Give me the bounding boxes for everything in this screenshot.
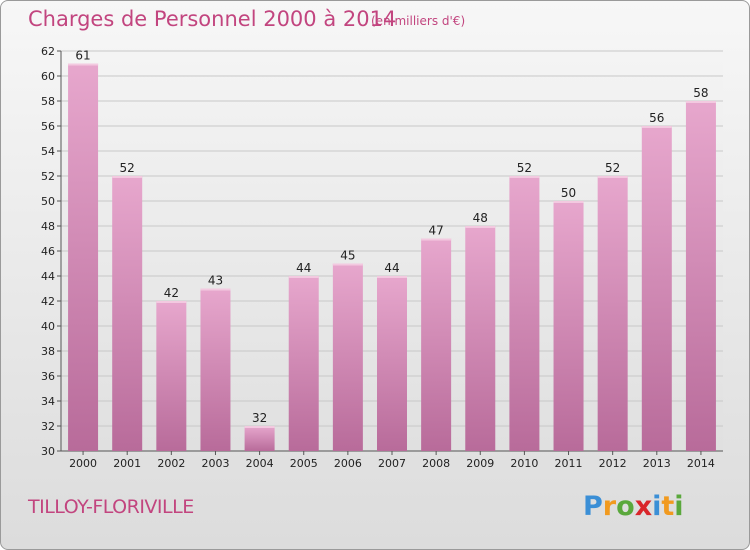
x-tick-label: 2009 xyxy=(466,457,494,470)
x-tick-label: 2006 xyxy=(334,457,362,470)
bar-top-highlight xyxy=(509,176,540,178)
bar-2011 xyxy=(553,201,584,451)
bar-top-highlight xyxy=(641,126,672,128)
x-tick-label: 2000 xyxy=(69,457,97,470)
y-tick-label: 62 xyxy=(41,45,55,58)
bar-2013 xyxy=(641,126,672,451)
bar-value-label: 32 xyxy=(252,411,267,425)
bar-2012 xyxy=(597,176,628,451)
logo-letter: r xyxy=(602,491,617,522)
y-tick-label: 34 xyxy=(41,395,55,408)
logo-letter: i xyxy=(674,491,684,522)
x-tick-label: 2004 xyxy=(246,457,274,470)
bar-value-label: 48 xyxy=(473,211,488,225)
bar-2009 xyxy=(465,226,496,451)
bar-value-label: 61 xyxy=(75,49,90,63)
bar-2004 xyxy=(244,426,275,451)
logo-letter: x xyxy=(634,491,653,522)
bar-top-highlight xyxy=(685,101,716,103)
bar-value-label: 50 xyxy=(561,186,576,200)
x-axis-ticks: 2000 2001 2002 2003 2004 2005 2006 2007 2008 2009… xyxy=(69,451,715,470)
bar-top-highlight xyxy=(288,276,319,278)
bar-value-label: 44 xyxy=(384,261,399,275)
bar-value-label: 56 xyxy=(649,111,664,125)
x-tick-label: 2001 xyxy=(113,457,141,470)
bar-2010 xyxy=(509,176,540,451)
logo-letter: t xyxy=(661,491,675,522)
bar-2008 xyxy=(421,238,452,451)
x-tick-label: 2007 xyxy=(378,457,406,470)
x-tick-label: 2014 xyxy=(687,457,715,470)
bar-2002 xyxy=(156,301,187,451)
commune-name: TILLOY-FLORIVILLE xyxy=(28,496,194,518)
y-tick-label: 38 xyxy=(41,345,55,358)
y-tick-label: 50 xyxy=(41,195,55,208)
bar-value-label: 52 xyxy=(120,161,135,175)
bars: 61 52 42 43 32 44 45 44 47 48 52 50 52 56 58 xyxy=(68,49,716,451)
y-tick-label: 32 xyxy=(41,420,55,433)
x-tick-label: 2013 xyxy=(643,457,671,470)
bar-value-label: 52 xyxy=(605,161,620,175)
y-tick-label: 52 xyxy=(41,170,55,183)
bar-top-highlight xyxy=(156,301,187,303)
bar-value-label: 43 xyxy=(208,274,223,288)
bar-value-label: 52 xyxy=(517,161,532,175)
x-tick-label: 2002 xyxy=(157,457,185,470)
chart-title: Charges de Personnel 2000 à 2014 xyxy=(28,7,397,31)
bar-2001 xyxy=(112,176,143,451)
bar-top-highlight xyxy=(553,201,584,203)
bar-top-highlight xyxy=(377,276,407,278)
y-tick-label: 56 xyxy=(41,120,55,133)
x-tick-label: 2011 xyxy=(555,457,583,470)
y-tick-label: 40 xyxy=(41,320,55,333)
bar-2003 xyxy=(200,288,231,451)
y-tick-label: 36 xyxy=(41,370,55,383)
bar-top-highlight xyxy=(112,176,143,178)
bar-2007 xyxy=(377,276,407,451)
x-tick-label: 2012 xyxy=(599,457,627,470)
y-tick-label: 44 xyxy=(41,270,55,283)
x-tick-label: 2005 xyxy=(290,457,318,470)
bar-2000 xyxy=(68,63,99,451)
y-tick-label: 42 xyxy=(41,295,55,308)
bar-2014 xyxy=(685,101,716,451)
y-tick-label: 48 xyxy=(41,220,55,233)
bar-value-label: 44 xyxy=(296,261,311,275)
bar-value-label: 47 xyxy=(428,224,443,238)
logo-letter: P xyxy=(583,491,603,522)
bar-value-label: 42 xyxy=(164,286,179,300)
logo-letter: i xyxy=(652,491,662,522)
bar-top-highlight xyxy=(597,176,628,178)
y-axis-ticks: 30 32 34 36 38 40 42 44 46 48 50 52 54 56 58 60 62 xyxy=(41,45,55,458)
bar-value-label: 58 xyxy=(693,86,708,100)
bar-top-highlight xyxy=(244,426,275,428)
y-tick-label: 30 xyxy=(41,445,55,458)
y-tick-label: 46 xyxy=(41,245,55,258)
bar-top-highlight xyxy=(421,238,452,241)
y-tick-label: 58 xyxy=(41,95,55,108)
y-tick-label: 60 xyxy=(41,70,55,83)
y-tick-label: 54 xyxy=(41,145,55,158)
bar-value-label: 45 xyxy=(340,249,355,263)
bar-top-highlight xyxy=(68,63,99,66)
bar-top-highlight xyxy=(200,288,231,291)
x-tick-label: 2008 xyxy=(422,457,450,470)
bar-2005 xyxy=(288,276,319,451)
bar-top-highlight xyxy=(332,263,363,266)
x-tick-label: 2003 xyxy=(201,457,229,470)
bar-2006 xyxy=(332,263,363,451)
x-tick-label: 2010 xyxy=(510,457,538,470)
chart-subtitle: (en milliers d'€) xyxy=(371,14,466,28)
bar-top-highlight xyxy=(465,226,496,228)
proxiti-logo[interactable]: Proxiti xyxy=(583,491,684,522)
logo-letter: o xyxy=(616,491,635,522)
